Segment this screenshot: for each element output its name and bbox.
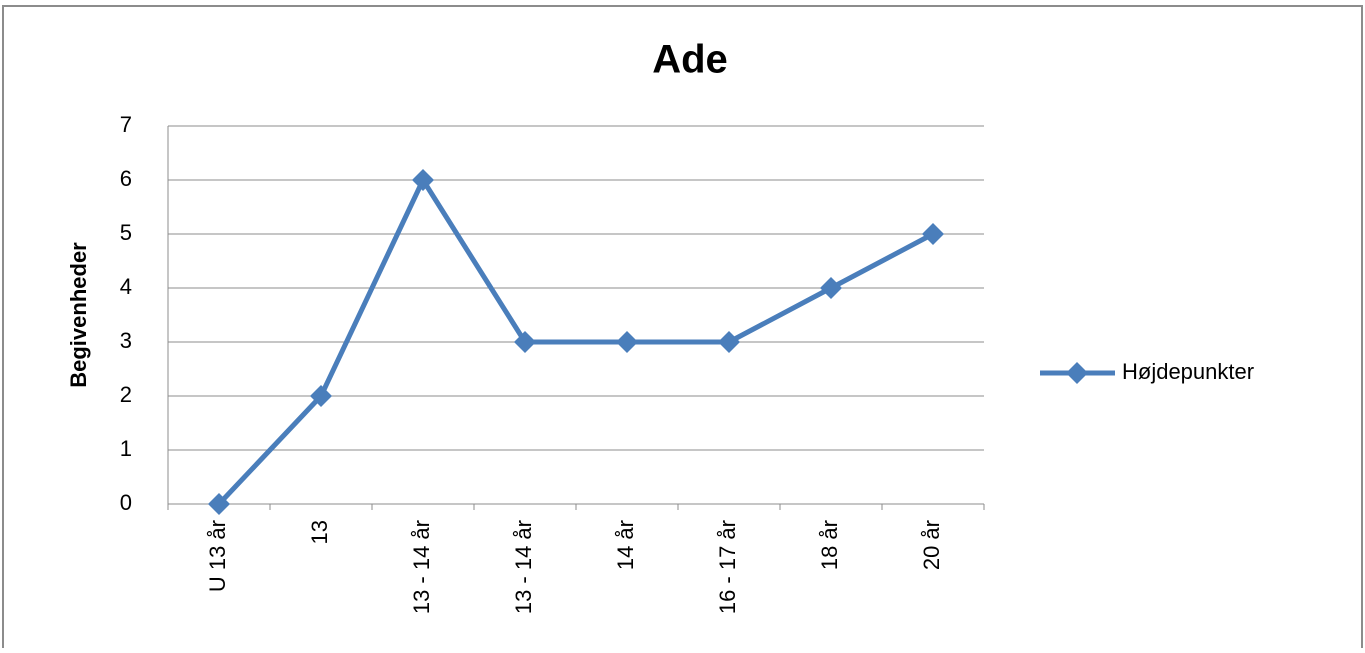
x-tick-label: 13	[307, 520, 332, 544]
chart-title: Ade	[652, 38, 728, 82]
point-marker	[718, 331, 740, 353]
point-marker	[310, 385, 332, 407]
point-marker	[820, 277, 842, 299]
point-marker	[514, 331, 536, 353]
y-tick-label: 7	[120, 112, 132, 137]
y-axis-label: Begivenheder	[66, 242, 91, 388]
point-marker	[412, 169, 434, 191]
y-tick-label: 0	[120, 490, 132, 515]
series-line	[217, 177, 935, 506]
chart-border	[2, 5, 1363, 653]
x-tick-label: 13 - 14 år	[511, 520, 536, 614]
x-tick-label: 16 - 17 år	[715, 520, 740, 614]
point-marker	[922, 223, 944, 245]
legend-marker	[1066, 362, 1088, 384]
x-tick-label: 18 år	[817, 520, 842, 570]
x-tick-label: 13 - 14 år	[409, 520, 434, 614]
y-tick-label: 5	[120, 220, 132, 245]
y-tick-label: 3	[120, 328, 132, 353]
x-tick-label: U 13 år	[205, 520, 230, 592]
y-tick-label: 4	[120, 274, 132, 299]
point-marker	[208, 493, 230, 515]
x-tick-label: 14 år	[613, 520, 638, 570]
y-tick-label: 1	[120, 436, 132, 461]
y-tick-label: 2	[120, 382, 132, 407]
x-tick-label: 20 år	[919, 520, 944, 570]
point-marker	[616, 331, 638, 353]
legend-label: Højdepunkter	[1122, 359, 1254, 384]
y-tick-label: 6	[120, 166, 132, 191]
